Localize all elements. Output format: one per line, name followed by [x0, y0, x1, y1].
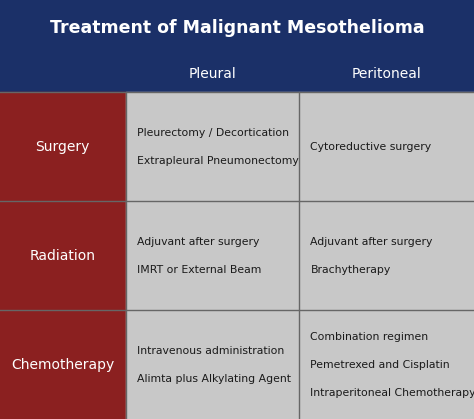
- Text: Chemotherapy: Chemotherapy: [11, 357, 114, 372]
- Bar: [126, 310, 299, 419]
- Text: Adjuvant after surgery

IMRT or External Beam: Adjuvant after surgery IMRT or External …: [137, 237, 262, 274]
- Bar: [0, 0, 474, 57]
- Text: Radiation: Radiation: [30, 248, 96, 263]
- Text: Adjuvant after surgery

Brachytherapy: Adjuvant after surgery Brachytherapy: [310, 237, 433, 274]
- Bar: [0, 92, 126, 201]
- Bar: [299, 201, 474, 310]
- Text: Intravenous administration

Alimta plus Alkylating Agent: Intravenous administration Alimta plus A…: [137, 346, 292, 383]
- Bar: [126, 201, 299, 310]
- Text: Pleurectomy / Decortication

Extrapleural Pneumonectomy: Pleurectomy / Decortication Extrapleural…: [137, 128, 299, 166]
- Text: Cytoreductive surgery: Cytoreductive surgery: [310, 142, 432, 152]
- Bar: [299, 92, 474, 201]
- Bar: [0, 310, 126, 419]
- Text: Peritoneal: Peritoneal: [351, 67, 421, 81]
- Text: Combination regimen

Pemetrexed and Cisplatin

Intraperitoneal Chemotherapy: Combination regimen Pemetrexed and Cispl…: [310, 331, 474, 398]
- Bar: [299, 310, 474, 419]
- Bar: [126, 92, 299, 201]
- Bar: [0, 57, 474, 92]
- Text: Pleural: Pleural: [188, 67, 236, 81]
- Bar: [0, 201, 126, 310]
- Text: Surgery: Surgery: [36, 140, 90, 154]
- Text: Treatment of Malignant Mesothelioma: Treatment of Malignant Mesothelioma: [50, 19, 424, 37]
